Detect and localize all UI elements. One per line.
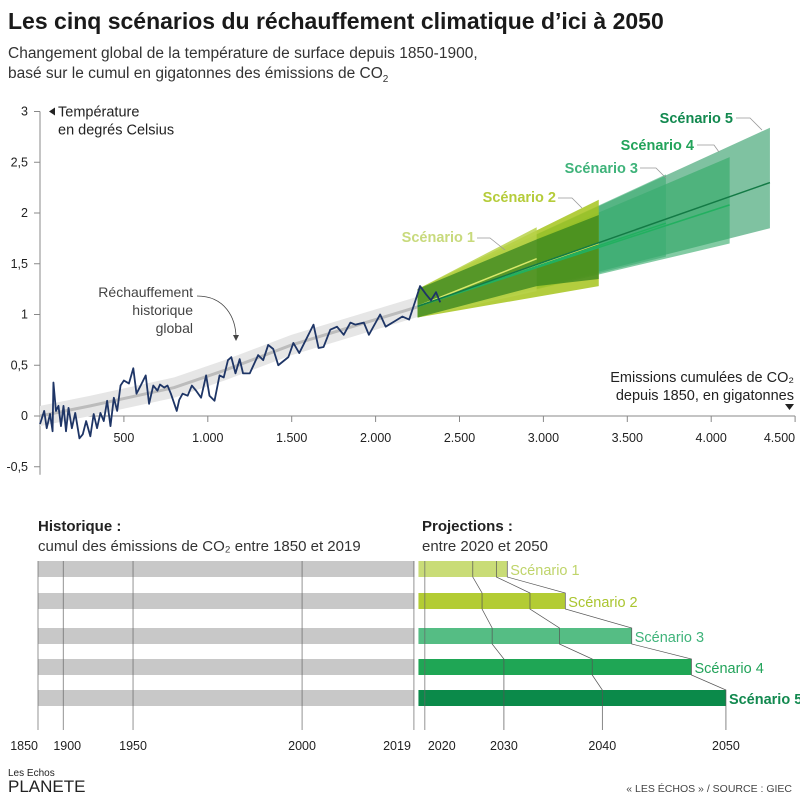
bar-scenario-label-3: Scénario 3 [635, 630, 704, 646]
x-axis-label: Emissions cumulées de CO₂ [610, 370, 794, 386]
y-axis-label: en degrés Celsius [58, 123, 174, 139]
connector-y2040 [495, 561, 603, 730]
y-tick-label: 1 [21, 308, 28, 322]
annotation-label: historique [132, 302, 193, 318]
scenario-label-4: Scénario 4 [621, 138, 694, 154]
bar-scenario-label-2: Scénario 2 [568, 595, 637, 611]
historical-bar [38, 659, 415, 675]
source-credit: « LES ÉCHOS » / SOURCE : GIEC [626, 782, 792, 795]
year-tick-label: 2000 [288, 739, 316, 753]
scenario-center-line-5 [417, 181, 771, 308]
x-tick-label: 3.000 [528, 431, 559, 445]
x-tick-label: 1.000 [192, 431, 223, 445]
projection-bar-1 [418, 561, 508, 577]
historical-bar [38, 628, 415, 644]
historical-subtitle: cumul des émissions de CO₂ entre 1850 et… [38, 538, 361, 555]
year-tick-label: 2050 [712, 739, 740, 753]
connector-y2030 [472, 561, 505, 730]
annotation-label: global [156, 320, 193, 336]
bar-scenario-label-4: Scénario 4 [694, 661, 763, 677]
scenario-leader-line [736, 117, 763, 131]
connector-y2050 [506, 561, 727, 730]
x-tick-label: 4.500 [764, 431, 795, 445]
projection-bar-2 [418, 593, 566, 609]
y-tick-label: 0,5 [11, 358, 28, 372]
x-tick-label: 500 [113, 431, 134, 445]
y-tick-label: 1,5 [11, 257, 28, 271]
projection-bar-4 [418, 659, 692, 675]
x-tick-label: 2.500 [444, 431, 475, 445]
y-tick-label: 0 [21, 409, 28, 423]
year-tick-label: 2019 [383, 739, 411, 753]
projection-title: Projections : [422, 518, 513, 535]
year-tick-label: 1950 [119, 739, 147, 753]
scenario-leader-line [477, 237, 506, 251]
y-tick-label: 2 [21, 206, 28, 220]
x-axis-label: depuis 1850, en gigatonnes [616, 388, 794, 404]
historical-line [39, 285, 442, 440]
y-tick-label: 3 [21, 105, 28, 119]
arrow-left-icon [49, 107, 55, 116]
x-tick-label: 1.500 [276, 431, 307, 445]
y-tick-label: -0,5 [6, 460, 28, 474]
arrow-down-icon [233, 335, 239, 341]
x-tick-label: 3.500 [612, 431, 643, 445]
x-tick-label: 2.000 [360, 431, 391, 445]
scenario-label-3: Scénario 3 [565, 161, 638, 177]
scenario-leader-line [640, 167, 667, 179]
subtitle-line1: Changement global de la température de s… [8, 45, 478, 62]
trend-band [40, 289, 443, 427]
page-title: Les cinq scénarios du réchauffement clim… [8, 8, 664, 34]
scenario-label-1: Scénario 1 [402, 230, 475, 246]
historical-bar [38, 690, 415, 706]
projection-subtitle: entre 2020 et 2050 [422, 538, 548, 555]
year-tick-label: 1900 [53, 739, 81, 753]
arrow-down-icon [785, 404, 794, 410]
subtitle-line2: basé sur le cumul en gigatonnes des émis… [8, 65, 383, 82]
annotation-arrow [196, 295, 237, 339]
projection-bar-5 [418, 690, 726, 706]
historical-bar [38, 593, 415, 609]
scenario-leader-line [558, 197, 583, 209]
annotation-label: Réchauffement [98, 284, 193, 300]
subtitle-sub: 2 [382, 74, 389, 86]
y-tick-label: 2,5 [11, 155, 28, 169]
year-tick-label: 2020 [428, 739, 456, 753]
scenario-label-2: Scénario 2 [483, 190, 556, 206]
bar-scenario-label-5: Scénario 5 [729, 692, 800, 708]
scenario-label-5: Scénario 5 [660, 111, 733, 127]
historical-title: Historique : [38, 518, 121, 535]
y-axis-label: Température [58, 105, 139, 121]
scenario-leader-line [697, 144, 720, 153]
subtitle: Changement global de la température de s… [8, 44, 478, 90]
x-tick-label: 4.000 [696, 431, 727, 445]
scenario-center-line-1 [417, 257, 537, 308]
year-tick-label: 2030 [490, 739, 518, 753]
bar-scenario-label-1: Scénario 1 [510, 563, 579, 579]
logo: Les Echos [8, 768, 55, 779]
year-tick-label: 1850 [10, 739, 38, 753]
year-tick-label: 2040 [588, 739, 616, 753]
logo: PLANETE [8, 777, 85, 796]
scenario-center-line-4 [417, 204, 730, 308]
historical-bar [38, 561, 415, 577]
projection-bar-3 [418, 628, 632, 644]
